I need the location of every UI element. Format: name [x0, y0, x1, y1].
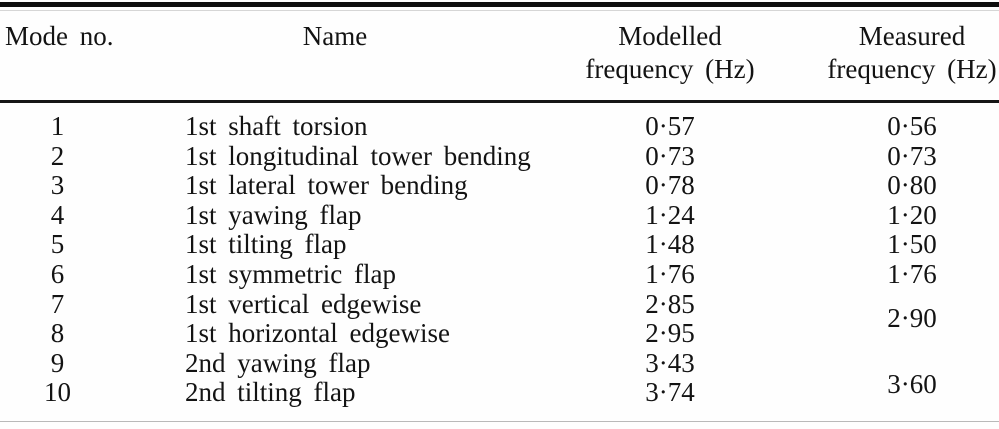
measured-cell-merged: 3·60: [887, 369, 937, 400]
modelled-cell: 3·43: [645, 347, 695, 378]
measured-cell: 1·50: [887, 229, 937, 260]
table-row: 3 1st lateral tower bending 0·78 0·80: [0, 171, 999, 201]
col-header-modelled: Modelled frequency (Hz): [555, 4, 785, 103]
measured-cell: 0·80: [887, 170, 937, 201]
modelled-cell: 1·76: [645, 258, 695, 289]
name-cell: 2nd tilting flap: [185, 377, 356, 408]
table-row: 5 1st tilting flap 1·48 1·50: [0, 230, 999, 260]
modelled-cell: 0·57: [645, 111, 695, 141]
name-cell: 2nd yawing flap: [185, 347, 371, 378]
name-cell: 1st horizontal edgewise: [185, 318, 450, 349]
table-row: 6 1st symmetric flap 1·76 1·76: [0, 258, 999, 290]
measured-cell: 1·20: [887, 199, 937, 230]
table-row: 7 1st vertical edgewise 2·85 2·90: [0, 288, 999, 333]
table-row: 9 2nd yawing flap 3·43 3·60: [0, 347, 999, 399]
table-header: Mode no. Name Modelled frequency (Hz) Me…: [0, 4, 999, 103]
table-row: 2 1st longitudinal tower bending 0·73 0·…: [0, 140, 999, 172]
table-row: 10 2nd tilting flap 3·74: [0, 378, 999, 421]
modal-frequencies-table: Mode no. Name Modelled frequency (Hz) Me…: [0, 2, 999, 422]
col-header-measured: Measured frequency (Hz): [785, 4, 999, 103]
modelled-cell: 0·73: [645, 140, 695, 171]
name-cell: 1st shaft torsion: [185, 111, 368, 141]
modelled-cell: 1·24: [645, 199, 695, 230]
measured-cell-merged: 2·90: [887, 303, 937, 334]
mode-cell: 8: [50, 318, 65, 349]
name-cell: 1st longitudinal tower bending: [185, 140, 531, 171]
modelled-cell: 2·85: [645, 288, 695, 319]
mode-cell: 6: [50, 258, 65, 289]
header-row: Mode no. Name Modelled frequency (Hz) Me…: [0, 4, 999, 103]
table-row: 1 1st shaft torsion 0·57 0·56: [0, 102, 999, 142]
modelled-cell: 2·95: [645, 318, 695, 349]
mode-cell: 4: [50, 199, 65, 230]
measured-cell: 0·73: [887, 140, 937, 171]
mode-cell: 2: [50, 140, 65, 171]
col-header-modelled-line2: frequency (Hz): [585, 54, 755, 84]
mode-cell: 9: [50, 347, 65, 378]
measured-cell: 0·56: [887, 111, 937, 141]
col-header-mode: Mode no.: [0, 4, 115, 103]
modelled-cell: 3·74: [645, 377, 695, 408]
mode-cell: 7: [50, 288, 65, 319]
mode-cell: 5: [50, 229, 65, 260]
col-header-name: Name: [115, 4, 555, 103]
table-row: 4 1st yawing flap 1·24 1·20: [0, 199, 999, 231]
table-body: 1 1st shaft torsion 0·57 0·56 2 1st long…: [0, 102, 999, 422]
col-header-measured-line2: frequency (Hz): [827, 54, 997, 84]
name-cell: 1st lateral tower bending: [185, 170, 468, 201]
col-header-measured-line1: Measured: [858, 21, 966, 51]
modelled-cell: 1·48: [645, 229, 695, 260]
mode-cell: 1: [50, 111, 65, 141]
measured-cell: 1·76: [887, 258, 937, 289]
name-cell: 1st tilting flap: [185, 229, 347, 260]
mode-cell: 10: [44, 377, 71, 408]
modelled-cell: 0·78: [645, 170, 695, 201]
name-cell: 1st vertical edgewise: [185, 288, 422, 319]
name-cell: 1st yawing flap: [185, 199, 362, 230]
col-header-modelled-line1: Modelled: [618, 21, 722, 51]
table-row: 8 1st horizontal edgewise 2·95: [0, 319, 999, 349]
mode-cell: 3: [50, 170, 65, 201]
name-cell: 1st symmetric flap: [185, 258, 396, 289]
